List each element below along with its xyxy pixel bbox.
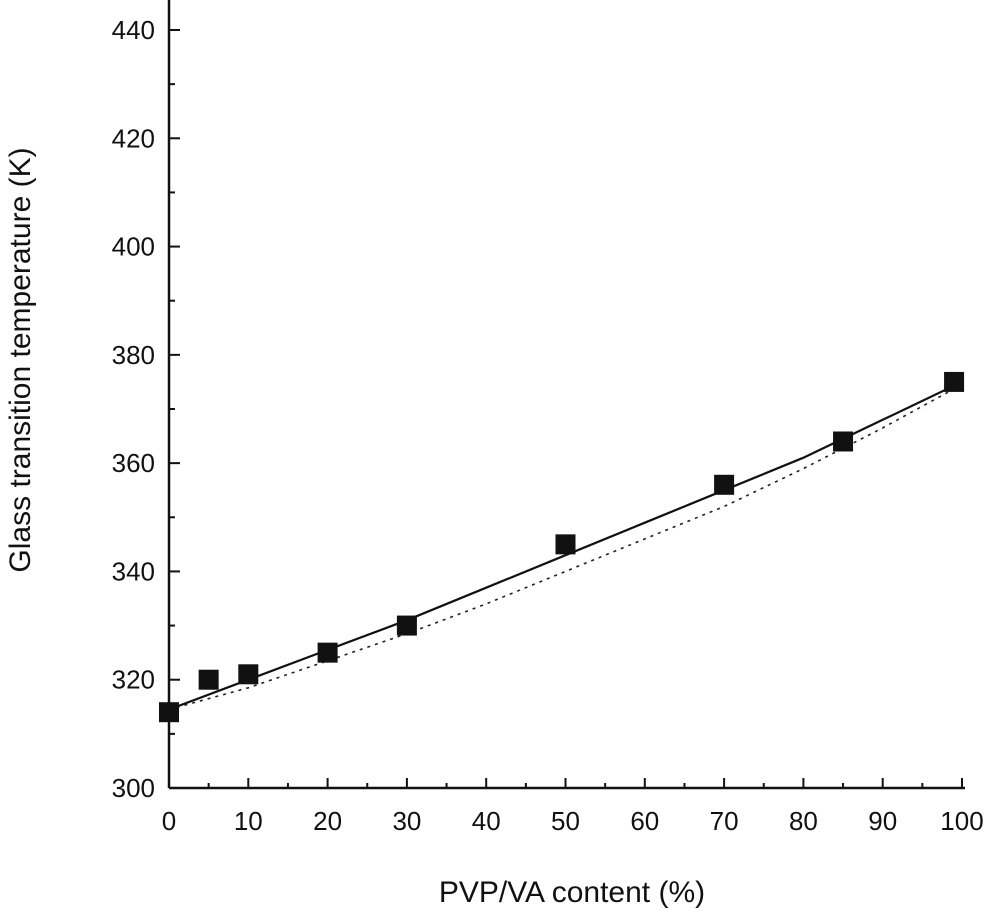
- y-tick-label: 380: [112, 340, 155, 370]
- x-tick-label: 70: [710, 806, 739, 836]
- tick-labels: 0 10 20 30 40 50 60 70 80 90 100 300 320 340 360 380 400…: [112, 15, 984, 836]
- y-tick-label: 300: [112, 773, 155, 803]
- data-point-marker: [238, 664, 259, 685]
- x-tick-label: 20: [313, 806, 342, 836]
- data-point-marker: [714, 474, 735, 495]
- data-point-marker: [198, 669, 219, 690]
- data-point-marker: [944, 371, 965, 392]
- y-tick-label: 400: [112, 232, 155, 262]
- x-tick-label: 50: [551, 806, 580, 836]
- data-point-marker: [555, 534, 576, 555]
- data-point-marker: [159, 702, 179, 723]
- x-tick-label: 60: [630, 806, 659, 836]
- y-tick-label: 320: [112, 665, 155, 695]
- y-tick-label: 360: [112, 448, 155, 478]
- y-tick-label: 420: [112, 123, 155, 153]
- y-tick-label: 440: [112, 15, 155, 45]
- data-point-marker: [317, 642, 338, 663]
- x-tick-label: 30: [392, 806, 421, 836]
- x-tick-label: 100: [940, 806, 983, 836]
- ticks: [168, 29, 963, 789]
- x-tick-label: 90: [868, 806, 897, 836]
- x-tick-label: 10: [234, 806, 263, 836]
- x-tick-label: 80: [789, 806, 818, 836]
- data-point-marker: [396, 615, 417, 636]
- y-tick-label: 340: [112, 556, 155, 586]
- dotted-curve: [168, 383, 963, 711]
- data-markers: [159, 371, 965, 723]
- x-axis-title: PVP/VA content (%): [439, 876, 705, 909]
- solid-fit-curve: [168, 380, 963, 711]
- fit-lines: [168, 380, 963, 711]
- data-point-marker: [833, 431, 854, 452]
- axes: [167, 0, 965, 790]
- x-tick-label: 0: [162, 806, 176, 836]
- x-tick-label: 40: [472, 806, 501, 836]
- y-axis-title: Glass transition temperature (K): [4, 147, 37, 572]
